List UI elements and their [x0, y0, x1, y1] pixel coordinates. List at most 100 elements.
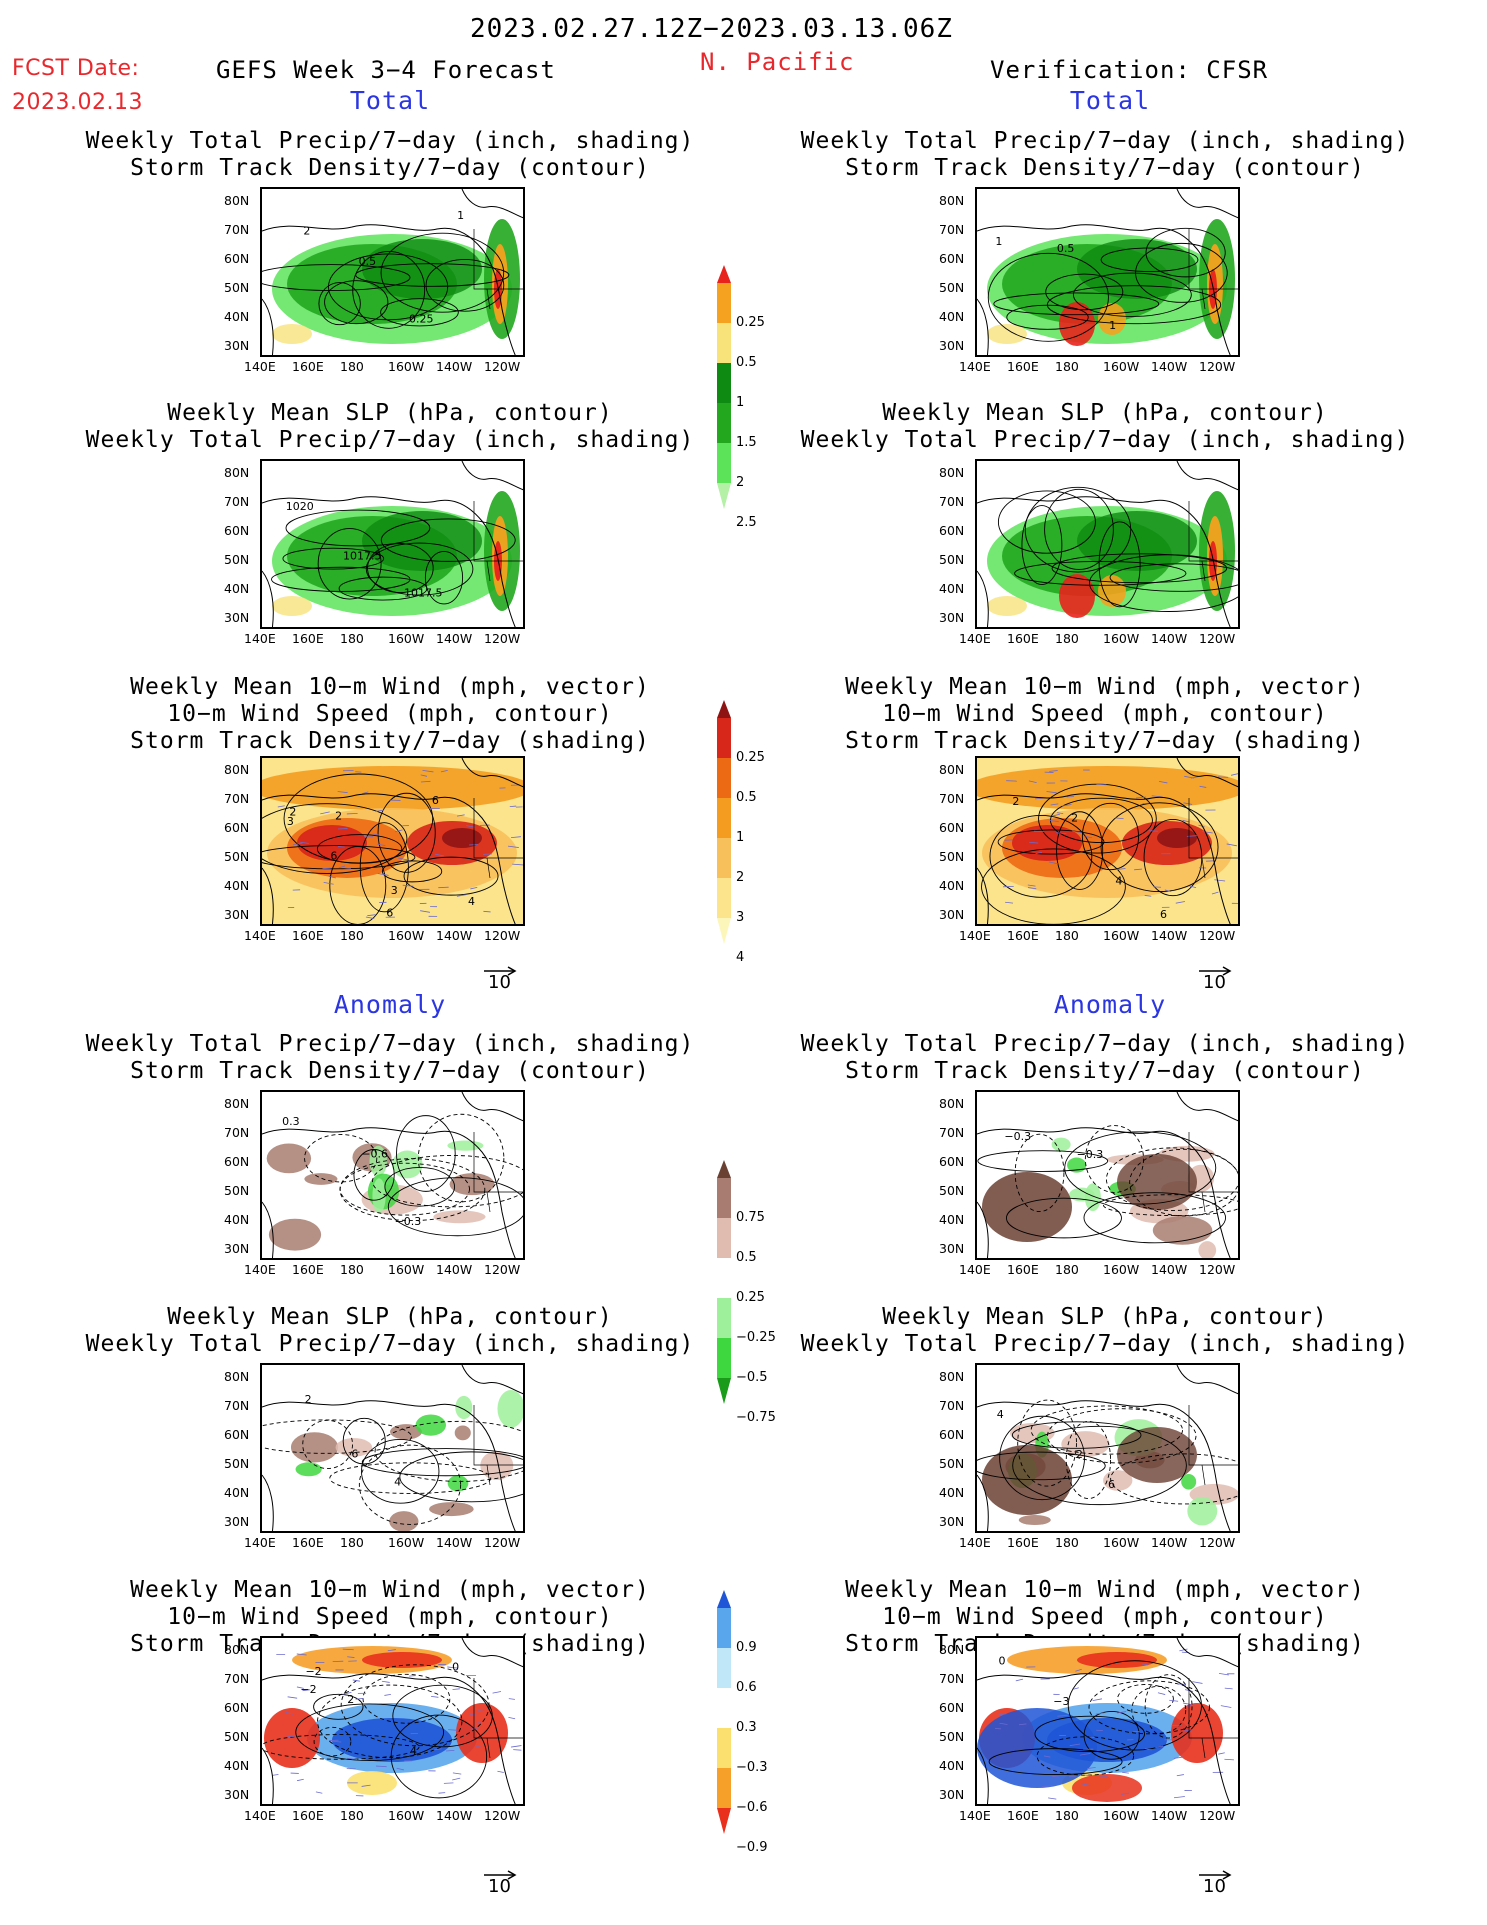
x-tick-label: 180 — [340, 1535, 364, 1550]
y-tick-label: 80N — [939, 1096, 965, 1111]
y-tick-label: 70N — [224, 1671, 250, 1686]
colorbar-level-label: 1.5 — [736, 435, 757, 450]
colorbar-level-label: 0.3 — [736, 1720, 757, 1735]
colorbar-level-label: 2.5 — [736, 515, 757, 530]
y-tick-label: 50N — [939, 1729, 965, 1744]
colorbar-segment — [717, 1688, 731, 1728]
y-tick-label: 40N — [224, 1485, 250, 1500]
y-tick-label: 70N — [939, 222, 965, 237]
x-tick-label: 140W — [436, 1808, 473, 1823]
colorbar-level-label: 3 — [736, 910, 745, 925]
y-tick-label: 30N — [939, 1241, 965, 1256]
colorbar-level-label: 2 — [736, 870, 745, 885]
colorbar-top-triangle — [717, 265, 731, 283]
y-tick-label: 80N — [224, 1369, 250, 1384]
contour-label: 6 — [1108, 1478, 1115, 1491]
colorbar-bottom-triangle — [717, 918, 731, 944]
contour-label: −0.3 — [1077, 1148, 1104, 1161]
colorbar-level-label: 0.5 — [736, 790, 757, 805]
title-fc-anom-precip: Weekly Total Precip/7−day (inch, shading… — [85, 1031, 695, 1084]
contour-label: 6 — [1160, 908, 1167, 921]
y-tick-label: 40N — [224, 1212, 250, 1227]
contour-label: 4 — [394, 1475, 401, 1488]
x-tick-label: 140W — [1151, 631, 1188, 646]
y-tick-label: 40N — [224, 878, 250, 893]
contour-label: 6 — [386, 906, 393, 919]
colorbar-segment — [717, 1728, 731, 1768]
colorbar-top-triangle — [717, 700, 731, 718]
x-tick-label: 160W — [388, 1535, 425, 1550]
y-tick-label: 80N — [224, 762, 250, 777]
y-tick-label: 80N — [224, 465, 250, 480]
colorbar-level-label: −0.3 — [736, 1760, 768, 1775]
colorbar-precip_anom: 0.75 0.5 0.25 −0.25 −0.5 −0.75 — [716, 1160, 776, 1474]
contour-label: 1 — [1109, 319, 1116, 332]
x-tick-label: 120W — [1199, 1262, 1236, 1277]
fcst-date: 2023.02.13 — [12, 90, 143, 115]
y-tick-label: 40N — [939, 878, 965, 893]
y-tick-label: 70N — [224, 1125, 250, 1140]
contour-label: 2 — [1071, 811, 1078, 824]
colorbar-storm_anom: 0.9 0.6 0.3 −0.3 −0.6 −0.9 — [716, 1590, 768, 1904]
y-tick-label: 60N — [939, 1700, 965, 1715]
y-tick-label: 60N — [939, 820, 965, 835]
map-panel-ver-total-slp — [975, 459, 1240, 629]
x-tick-label: 120W — [484, 1262, 521, 1277]
contour-label: 1017.5 — [343, 549, 382, 562]
x-tick-label: 140E — [959, 359, 991, 374]
x-tick-label: 140E — [959, 1808, 991, 1823]
y-tick-label: 50N — [224, 1456, 250, 1471]
x-tick-label: 140E — [244, 1808, 276, 1823]
colorbar-level-label: −0.25 — [736, 1330, 776, 1345]
title-fc-total-precip: Weekly Total Precip/7−day (inch, shading… — [85, 128, 695, 181]
y-tick-label: 70N — [224, 494, 250, 509]
contour-label: −0.3 — [1004, 1130, 1031, 1143]
map-panel-fc-total-slp: 1020 1017.5 1017.5 — [260, 459, 525, 629]
y-tick-label: 60N — [939, 251, 965, 266]
x-tick-label: 160E — [292, 1808, 324, 1823]
x-tick-label: 140W — [1151, 1262, 1188, 1277]
map-panel-ver-total-precip: 1 0.5 1 — [975, 187, 1240, 357]
y-tick-label: 40N — [939, 1212, 965, 1227]
colorbar-segment — [717, 1258, 731, 1298]
colorbar-segment — [717, 323, 731, 363]
vector-ref-fc-anom: 10 — [482, 1866, 518, 1897]
contour-label: 2 — [305, 1393, 312, 1406]
y-tick-label: 60N — [224, 251, 250, 266]
colorbar-segment — [717, 1648, 731, 1688]
title-ver-anom-slp: Weekly Mean SLP (hPa, contour) Weekly Tot… — [800, 1304, 1410, 1357]
colorbar-level-label: 0.25 — [736, 315, 765, 330]
map-panel-fc-total-precip: 2 0.5 0.25 1 — [260, 187, 525, 357]
contour-label: −0.6 — [361, 1148, 388, 1161]
title-fc-anom-wind: Weekly Mean 10−m Wind (mph, vector) 10−m … — [130, 1577, 650, 1657]
contour-label: 2 — [303, 224, 310, 237]
x-tick-label: 160E — [1007, 631, 1039, 646]
colorbar-level-label: 2 — [736, 475, 745, 490]
contour-label: −2 — [300, 1683, 316, 1696]
map-panel-ver-anom-precip: −0.3 −0.3 — [975, 1090, 1240, 1260]
x-tick-label: 160W — [388, 928, 425, 943]
y-tick-label: 50N — [939, 1456, 965, 1471]
colorbar-top-triangle — [717, 1160, 731, 1178]
title-ver-total-slp: Weekly Mean SLP (hPa, contour) Weekly Tot… — [800, 400, 1410, 453]
colorbar-bottom-triangle — [717, 1378, 731, 1404]
section-anomaly-right: Anomaly — [1053, 990, 1167, 1019]
y-tick-label: 70N — [939, 494, 965, 509]
y-tick-label: 50N — [224, 280, 250, 295]
x-tick-label: 140E — [959, 1535, 991, 1550]
x-tick-label: 120W — [1199, 1535, 1236, 1550]
colorbar-level-label: 4 — [736, 950, 745, 965]
y-tick-label: 30N — [939, 1514, 965, 1529]
y-tick-label: 80N — [224, 193, 250, 208]
y-tick-label: 30N — [224, 907, 250, 922]
contour-label: −3 — [1053, 1695, 1069, 1708]
x-tick-label: 160E — [1007, 359, 1039, 374]
x-tick-label: 140W — [1151, 1535, 1188, 1550]
map-panel-fc-anom-wind: −2 2 4 0 −2 — [260, 1636, 525, 1806]
colorbar-segment — [717, 1768, 731, 1808]
contour-label: 1 — [457, 209, 464, 222]
colorbar-level-label: 0.25 — [736, 750, 765, 765]
y-tick-label: 70N — [939, 1125, 965, 1140]
x-tick-label: 180 — [1055, 631, 1079, 646]
contour-label: 4 — [468, 895, 475, 908]
